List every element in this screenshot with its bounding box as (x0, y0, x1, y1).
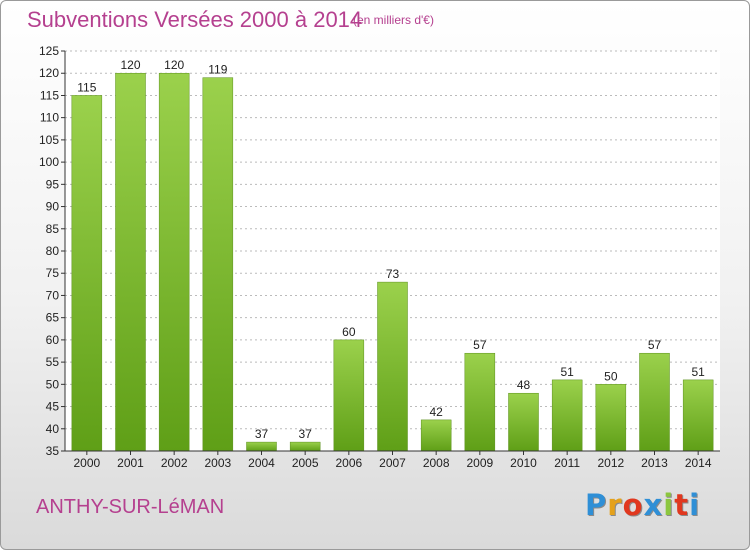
data-label: 73 (386, 267, 400, 281)
chart-subtitle: (en milliers d'€) (353, 13, 434, 27)
bar (682, 379, 714, 452)
y-tick-label: 65 (46, 311, 60, 325)
x-tick-label: 2003 (204, 456, 231, 470)
x-tick-label: 2014 (685, 456, 712, 470)
data-label: 115 (77, 80, 96, 94)
y-tick-label: 105 (39, 133, 59, 147)
data-label: 37 (255, 427, 269, 441)
bar (420, 419, 452, 452)
chart-title: Subventions Versées 2000 à 2014 (27, 7, 363, 32)
y-tick-label: 100 (39, 155, 59, 169)
x-tick-label: 2001 (117, 456, 144, 470)
bar (639, 352, 670, 452)
bar (115, 72, 146, 452)
y-tick-label: 55 (46, 355, 60, 369)
x-tick-label: 2002 (161, 456, 188, 470)
x-tick-label: 2011 (554, 456, 580, 470)
data-label: 50 (604, 369, 618, 383)
bar (333, 339, 365, 452)
bars (71, 72, 714, 452)
data-label: 42 (429, 405, 443, 419)
y-tick-label: 120 (39, 66, 59, 80)
bar-chart: 35 40 45 50 55 60 65 70 75 80 85 90 95 100 105 110 115 12… (39, 44, 720, 470)
y-tick-label: 70 (46, 288, 60, 302)
data-label: 57 (648, 338, 662, 352)
data-label: 37 (298, 427, 312, 441)
data-label: 48 (517, 378, 531, 392)
x-tick-label: 2007 (379, 456, 406, 470)
y-tick-label: 50 (46, 377, 60, 391)
logo-letter: x (643, 488, 664, 522)
axes (64, 51, 720, 452)
data-label: 51 (560, 365, 574, 379)
bar (377, 281, 408, 452)
bar (551, 379, 583, 452)
bar (71, 95, 103, 452)
x-tick-label: 2005 (292, 456, 319, 470)
x-tick-label: 2013 (641, 456, 668, 470)
logo-letter: P (585, 488, 608, 522)
x-tick-label: 2012 (597, 456, 624, 470)
x-tick-label: 2008 (423, 456, 450, 470)
data-label: 60 (342, 325, 356, 339)
y-tick-label: 125 (39, 44, 59, 58)
y-tick-label: 40 (46, 422, 60, 436)
data-label: 119 (208, 63, 227, 77)
x-tick-labels: 2000 2001 2002 2003 2004 2005 2006 2007 2008 2009… (73, 456, 711, 470)
logo-letter: t (674, 488, 690, 522)
proxiti-logo: Proxiti (585, 488, 700, 522)
bar (289, 441, 321, 452)
logo-letter: o (622, 488, 644, 522)
y-tick-label: 90 (46, 200, 60, 214)
x-tick-label: 2010 (510, 456, 537, 470)
bar (508, 392, 539, 452)
data-labels: 115 120 120 119 37 37 60 73 42 57 48 51 50 57 51 (77, 58, 705, 441)
data-label: 120 (120, 58, 140, 72)
x-tick-label: 2009 (466, 456, 493, 470)
y-tick-label: 115 (40, 88, 59, 102)
y-tick-label: 75 (46, 266, 60, 280)
bar (158, 72, 190, 452)
commune-name: ANTHY-SUR-LéMAN (36, 496, 225, 518)
logo-letter: r (607, 488, 623, 522)
y-tick-label: 45 (46, 400, 60, 414)
y-tick-label: 110 (40, 111, 59, 125)
y-tick-label: 35 (46, 444, 60, 458)
bar (246, 441, 277, 452)
y-tick-label: 80 (46, 244, 60, 258)
x-tick-label: 2000 (73, 456, 100, 470)
y-tick-label: 85 (46, 222, 60, 236)
data-label: 51 (691, 365, 705, 379)
data-label: 120 (164, 58, 184, 72)
x-tick-label: 2004 (248, 456, 275, 470)
logo-letter: i (689, 488, 701, 522)
logo-letter: i (663, 488, 675, 522)
y-tick-label: 60 (46, 333, 60, 347)
y-tick-labels: 35 40 45 50 55 60 65 70 75 80 85 90 95 100 105 110 115 12… (39, 44, 59, 458)
data-label: 57 (473, 338, 487, 352)
x-tick-label: 2006 (335, 456, 362, 470)
bar (464, 352, 496, 452)
y-tick-label: 95 (46, 177, 60, 191)
bar (202, 77, 234, 452)
bar (595, 384, 627, 452)
